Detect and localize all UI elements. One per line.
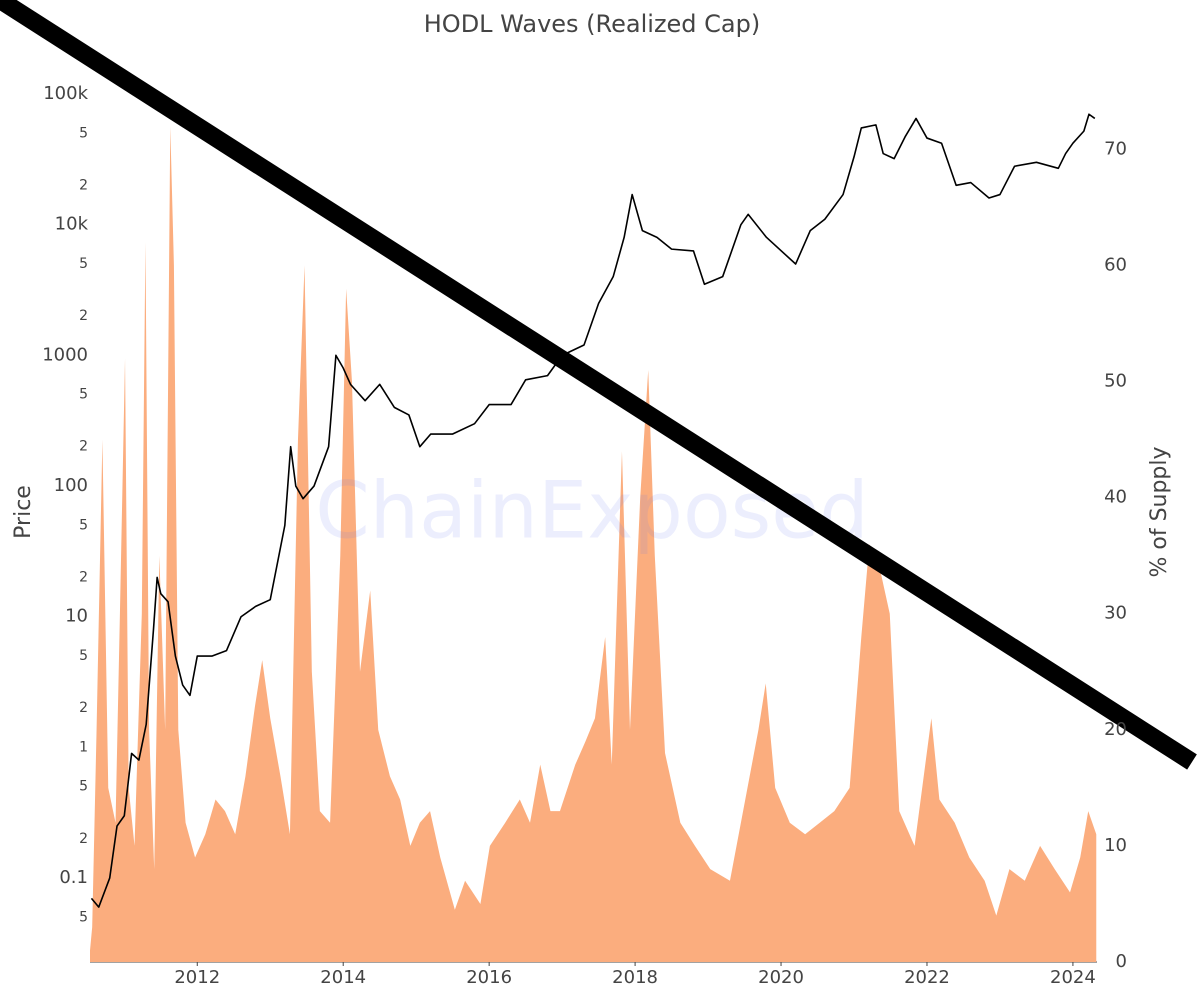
y-tick-label: 100k [43, 83, 88, 104]
y2-tick-label: 20 [1104, 719, 1127, 740]
y2-tick-label: 30 [1104, 603, 1127, 624]
y-tick-label: 2 [79, 831, 88, 847]
annotation-line [0, 0, 1197, 770]
y-tick-label: 5 [79, 256, 88, 272]
x-tick-label: 2020 [758, 967, 804, 988]
y-tick-label: 5 [79, 909, 88, 925]
x-tick-label: 2016 [466, 967, 512, 988]
y-tick-label: 5 [79, 387, 88, 403]
price-line [90, 113, 1096, 908]
y2-axis-title: % of Supply [1147, 446, 1172, 577]
y-tick-label: 1 [79, 739, 88, 755]
y-tick-label: 0.1 [59, 867, 88, 888]
y-tick-label: 5 [79, 517, 88, 533]
y2-tick-label: 60 [1104, 254, 1127, 275]
y-tick-label: 10 [65, 606, 88, 627]
y-tick-label: 2 [79, 569, 88, 585]
y-tick-label: 2 [79, 308, 88, 324]
y2-tick-label: 50 [1104, 371, 1127, 392]
x-tick-label: 2014 [320, 967, 366, 988]
y-tick-label: 5 [79, 779, 88, 795]
plot-area [90, 113, 1097, 966]
y2-tick-label: 40 [1104, 487, 1127, 508]
x-tick-label: 2012 [174, 967, 220, 988]
y-tick-label: 100 [54, 475, 88, 496]
chart-title: HODL Waves (Realized Cap) [424, 10, 760, 38]
y-axis-title: Price [11, 485, 36, 539]
y-tick-label: 10k [55, 214, 89, 235]
y2-tick-label: 10 [1104, 835, 1127, 856]
y2-tick-label: 0 [1116, 951, 1127, 972]
y2-tick-label: 70 [1104, 138, 1127, 159]
x-tick-label: 2018 [612, 967, 658, 988]
x-tick-label: 2022 [904, 967, 950, 988]
x-tick-label: 2024 [1050, 967, 1096, 988]
y-tick-label: 2 [79, 700, 88, 716]
y-tick-label: 5 [79, 648, 88, 664]
y-tick-label: 1000 [42, 344, 88, 365]
watermark: ChainExposed [315, 466, 869, 556]
y-tick-label: 2 [79, 439, 88, 455]
y-tick-label: 5 [79, 125, 88, 141]
y-tick-label: 2 [79, 177, 88, 193]
supply-area [90, 126, 1097, 963]
